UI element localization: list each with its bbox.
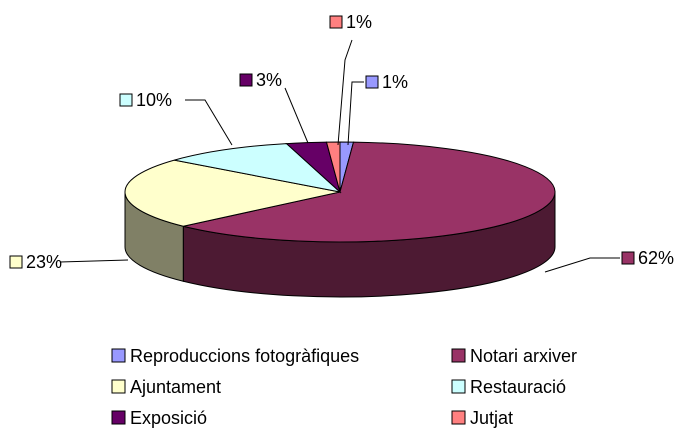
legend-label: Notari arxiver [470,346,577,366]
data-label: 23% [26,252,62,272]
label-swatch [365,75,379,89]
leader-line [337,39,353,146]
label-swatch [9,255,23,269]
label-swatch [329,15,343,29]
leader-line [59,259,129,263]
slice [124,159,341,227]
legend-label: Restauració [470,377,566,397]
legend-swatch [451,410,466,425]
label-swatch [119,93,133,107]
legend-label: Ajuntament [130,377,221,397]
legend-swatch [111,348,126,363]
legend-swatch [451,348,466,363]
slice [325,141,341,193]
data-label: 1% [382,72,408,92]
leader-line [185,99,233,146]
legend-swatch [451,379,466,394]
legend-label: Exposició [130,408,207,428]
leader-line [347,81,364,146]
legend-swatch [111,379,126,394]
leader-line [544,257,620,273]
data-label: 3% [256,70,282,90]
legend-label: Reproduccions fotogràfiques [130,346,359,366]
leader-line [284,87,309,144]
slice [183,141,556,243]
label-swatch [621,251,635,265]
legend-label: Jutjat [470,408,513,428]
legend-swatch [111,410,126,425]
data-label: 62% [638,248,674,268]
label-swatch [239,73,253,87]
data-label: 1% [346,12,372,32]
data-label: 10% [136,90,172,110]
slice [174,143,342,193]
